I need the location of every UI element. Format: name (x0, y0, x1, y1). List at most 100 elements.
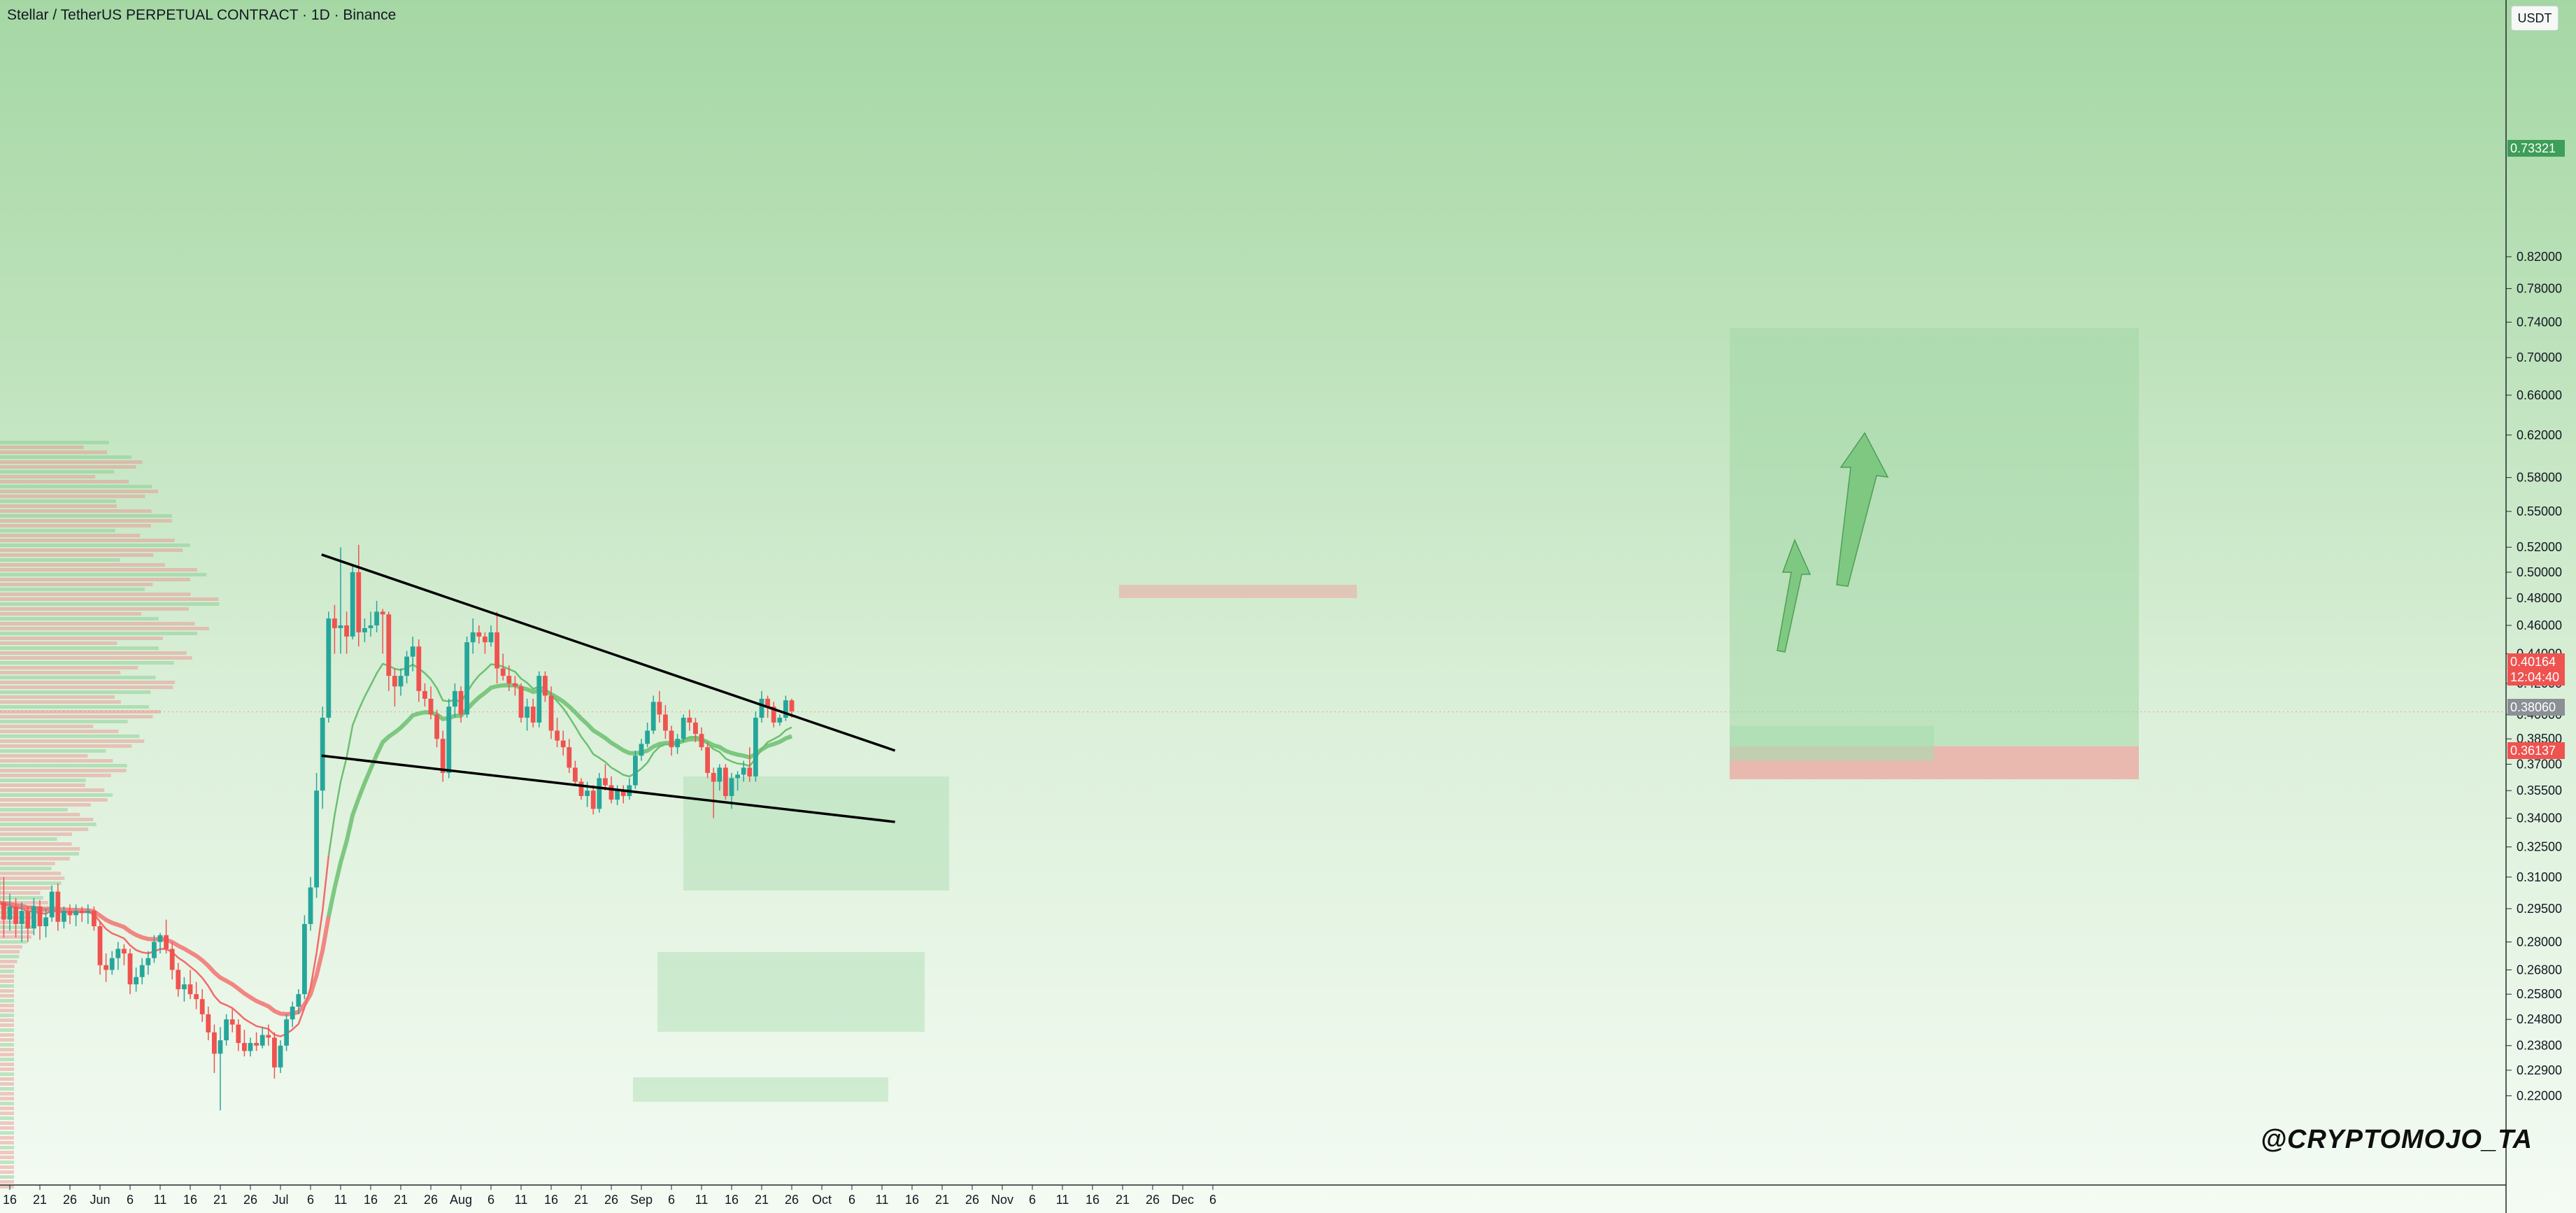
candle-body (650, 702, 656, 731)
candle-body (176, 970, 181, 990)
trendlines[interactable] (321, 553, 896, 823)
x-tick-label: 16 (183, 1193, 197, 1207)
candle-body (560, 740, 566, 748)
candle-body (43, 917, 48, 927)
profile-bar (0, 1161, 14, 1164)
candle-body (386, 614, 392, 676)
profile-bar (0, 730, 119, 733)
y-tick-label: 0.22900 (2517, 1063, 2562, 1077)
candle-body (609, 785, 614, 800)
profile-bar (0, 744, 132, 748)
profile-bar (0, 1121, 14, 1125)
profile-bar (0, 544, 190, 547)
profile-bar (0, 808, 68, 811)
profile-bar (0, 823, 97, 826)
candle-body (639, 744, 644, 756)
y-tick-label: 0.78000 (2517, 282, 2562, 296)
profile-bar (0, 862, 55, 865)
volume-profile (0, 441, 220, 1189)
profile-bar (0, 974, 14, 978)
candle-body (350, 572, 355, 637)
y-tick-label: 0.28000 (2517, 935, 2562, 949)
candle-body (212, 1032, 217, 1054)
profile-bar (0, 764, 127, 767)
candle-body (187, 984, 193, 995)
y-tick-label: 0.46000 (2517, 618, 2562, 632)
projection-arrows[interactable] (1777, 432, 1889, 653)
profile-bar (0, 735, 140, 738)
profile-bar (0, 1058, 14, 1061)
zone-box (633, 1077, 888, 1102)
candle-body (494, 632, 499, 669)
candle-body (687, 717, 692, 723)
chart-title: Stellar / TetherUS PERPETUAL CONTRACT · … (7, 7, 397, 23)
profile-bar (0, 1116, 14, 1120)
profile-bar (0, 1156, 14, 1159)
profile-bar (0, 568, 197, 572)
candle-body (488, 632, 494, 643)
candle-body (362, 627, 367, 632)
y-tick-label: 0.35500 (2517, 783, 2562, 797)
profile-bar (0, 632, 197, 635)
ema-slow-green (326, 683, 793, 917)
profile-bar (0, 788, 105, 792)
x-tick-label: 26 (965, 1193, 979, 1207)
profile-bar (0, 994, 14, 998)
x-tick-label: 6 (127, 1193, 134, 1207)
profile-bar (0, 1014, 14, 1017)
time-axis[interactable]: 16 21 26 Jun 6 11 16 21 26 Jul 6 11 16 21 26 Aug 6 11 16 21… (0, 1184, 2506, 1207)
candle-body (25, 911, 31, 929)
profile-bar (0, 793, 113, 797)
candle-body (344, 625, 349, 637)
candle-body (169, 949, 175, 970)
x-tick-label: 11 (334, 1193, 348, 1207)
candle-body (759, 698, 764, 718)
ema-slow-red (0, 900, 331, 1016)
y-tick-label: 0.48000 (2517, 591, 2562, 605)
candle-body (747, 767, 753, 776)
profile-bar (0, 881, 62, 885)
profile-bar (0, 1107, 14, 1110)
profile-bar (0, 465, 136, 469)
stop-price-label: 0.36137 (2507, 742, 2565, 759)
x-tick-label: Dec (1172, 1193, 1194, 1207)
candle-body (585, 790, 590, 796)
profile-bar (0, 720, 128, 723)
candle-countdown: 12:04:40 (2510, 670, 2560, 684)
candle-body (765, 698, 770, 707)
candle-body (278, 1045, 283, 1067)
profile-bar (0, 847, 80, 851)
candle-body (206, 1014, 211, 1033)
x-tick-label: 11 (1056, 1193, 1069, 1207)
profile-bar (0, 798, 108, 802)
candle-body (705, 747, 710, 773)
candle-body (182, 984, 187, 990)
candle-body (717, 767, 723, 782)
candle-body (19, 911, 24, 924)
candle-body (513, 683, 518, 687)
profile-bar (0, 583, 153, 586)
x-tick-label: Aug (450, 1193, 472, 1207)
candle-body (536, 676, 542, 723)
profile-bar (0, 519, 172, 523)
x-tick-label: Oct (812, 1193, 832, 1207)
currency-button[interactable]: USDT (2511, 6, 2559, 31)
profile-bar (0, 886, 52, 890)
price-axis[interactable]: 0.82000 0.78000 0.74000 0.70000 0.66000 0.620… (2505, 0, 2562, 1213)
profile-bar (0, 622, 195, 625)
profile-bar (0, 1063, 14, 1066)
arrow-large (1836, 432, 1889, 587)
y-tick-label: 0.50000 (2517, 565, 2562, 579)
profile-bar (0, 641, 118, 645)
candle-body (308, 887, 313, 924)
candle-body (416, 646, 422, 691)
candle-body (404, 656, 409, 676)
candle-body (320, 717, 325, 791)
long-position-tool[interactable] (1730, 327, 2139, 779)
profile-bar (0, 867, 52, 870)
profile-bar (0, 1028, 14, 1032)
profile-bar (0, 597, 219, 601)
profile-bar (0, 725, 94, 728)
x-tick-label: 16 (544, 1193, 558, 1207)
